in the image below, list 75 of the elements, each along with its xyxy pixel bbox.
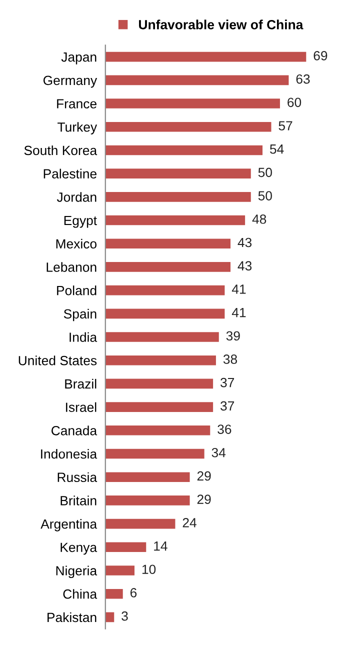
bar (105, 332, 219, 342)
data-label: 37 (220, 401, 234, 411)
data-label: 48 (252, 214, 266, 224)
y-tick-label: Russia (58, 472, 98, 482)
bar (105, 75, 289, 86)
bar (105, 98, 280, 108)
bar (105, 472, 190, 482)
data-label: 69 (314, 51, 328, 60)
y-tick-label: Indonesia (41, 448, 98, 459)
bar (105, 402, 214, 412)
y-tick-label: Brazil (65, 378, 96, 389)
data-label: 10 (142, 564, 156, 574)
y-tick-label: United States (18, 356, 97, 366)
y-tick-label: Jordan (56, 192, 96, 202)
bar (105, 168, 251, 178)
y-tick-label: Lebanon (46, 262, 96, 272)
y-tick-label: Pakistan (48, 612, 96, 622)
bar (105, 542, 146, 552)
data-label: 50 (258, 168, 272, 178)
data-label: 24 (182, 518, 196, 528)
y-tick-label: Nigeria (56, 566, 98, 578)
data-label: 50 (258, 191, 272, 200)
bar (105, 448, 204, 459)
data-label: 6 (130, 588, 137, 598)
bar (105, 518, 176, 529)
bar (105, 215, 246, 226)
y-tick-label: Palestine (44, 168, 96, 178)
data-label: 41 (232, 284, 246, 294)
bar (105, 52, 306, 62)
y-tick-label: Turkey (58, 122, 98, 134)
y-tick-label: Kenya (60, 542, 98, 555)
bar (105, 426, 210, 436)
y-tick-label: South Korea (24, 145, 98, 156)
bar (105, 145, 263, 156)
bar (105, 122, 272, 132)
legend-label: Unfavorable view of China (139, 20, 304, 30)
data-label: 14 (154, 541, 168, 551)
data-label: 37 (220, 378, 234, 388)
y-tick-label: Spain (64, 308, 96, 322)
bar (105, 192, 251, 202)
y-tick-label: Poland (57, 286, 96, 296)
data-label: 29 (197, 494, 211, 504)
y-tick-label: China (63, 589, 98, 599)
data-label: 63 (296, 74, 310, 84)
y-tick-label: Canada (52, 426, 98, 436)
data-label: 54 (270, 144, 284, 154)
bar (105, 355, 216, 366)
y-tick-label: Germany (43, 76, 98, 88)
y-tick-label: Mexico (56, 238, 97, 249)
bar (105, 588, 123, 599)
data-label: 29 (197, 471, 211, 481)
y-tick-label: France (57, 99, 96, 108)
data-label: 39 (226, 331, 240, 341)
y-tick-label: Argentina (40, 519, 98, 532)
data-label: 60 (288, 98, 302, 108)
data-label: 43 (238, 238, 252, 248)
data-label: 34 (212, 448, 226, 458)
data-label: 3 (122, 611, 128, 621)
bar (105, 238, 231, 249)
y-tick-label: Britain (60, 496, 96, 506)
bar (105, 285, 225, 296)
bar (105, 262, 231, 272)
bar (105, 566, 134, 576)
bar (105, 308, 225, 319)
y-tick-label: India (70, 332, 98, 342)
y-tick-label: Israel (66, 402, 96, 412)
y-tick-label: Egypt (64, 216, 97, 228)
data-label: 36 (218, 424, 232, 434)
data-label: 41 (232, 308, 246, 318)
data-label: 43 (238, 261, 252, 271)
y-tick-label: Japan (61, 52, 96, 64)
data-label: 57 (278, 121, 292, 130)
data-label: 38 (223, 354, 238, 364)
bar (105, 496, 190, 506)
bar (105, 378, 214, 389)
